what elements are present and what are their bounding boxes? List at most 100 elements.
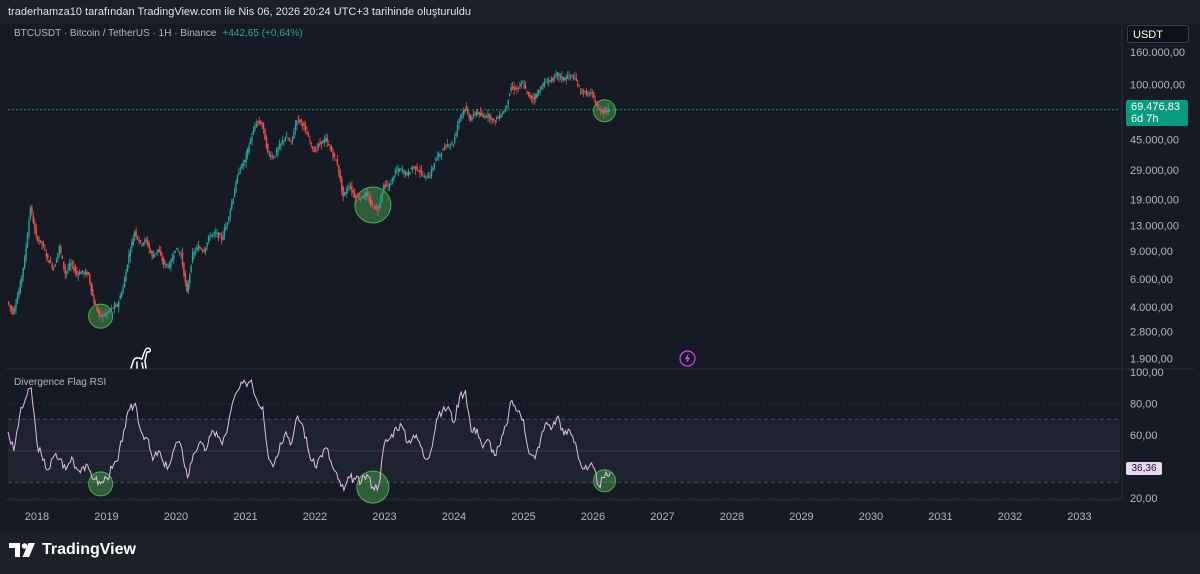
- candle-body: [220, 235, 223, 240]
- lightning-icon[interactable]: [679, 350, 696, 367]
- candle-body: [123, 278, 126, 288]
- candle-body: [68, 264, 71, 269]
- candle-body: [217, 232, 220, 238]
- symbol-title[interactable]: BTCUSDT · Bitcoin / TetherUS · 1H · Bina…: [14, 28, 303, 39]
- candle-body: [122, 287, 124, 293]
- price-tick-label: 1.900,00: [1130, 353, 1173, 365]
- candle-body: [275, 149, 278, 156]
- candle-body: [390, 183, 392, 185]
- candle-body: [115, 304, 117, 308]
- candle-body: [254, 126, 256, 130]
- candle-body: [387, 185, 389, 187]
- candle-body: [251, 136, 253, 142]
- candle-body: [433, 163, 436, 167]
- candle-body: [284, 137, 286, 141]
- candle-body: [497, 117, 499, 119]
- candle-body: [568, 74, 570, 76]
- candle-body: [398, 169, 401, 172]
- candle-body: [468, 113, 470, 118]
- candle-body: [592, 92, 595, 98]
- candle-body: [8, 301, 10, 305]
- rsi-tick-label: 80,00: [1130, 399, 1158, 411]
- candle-body: [442, 148, 444, 151]
- candle-body: [28, 220, 30, 235]
- candle-body: [287, 138, 289, 140]
- tradingview-logo[interactable]: TradingView: [9, 541, 136, 559]
- candle-body: [291, 136, 294, 142]
- candle-body: [118, 301, 120, 308]
- candle-body: [96, 306, 98, 311]
- time-tick-label: 2026: [581, 511, 605, 523]
- candle-body: [236, 175, 239, 183]
- candle-body: [278, 144, 281, 149]
- candle-body: [438, 153, 440, 158]
- candle-body: [149, 250, 152, 253]
- candle-body: [606, 111, 608, 113]
- candle-body: [458, 119, 460, 124]
- time-tick-label: 2019: [94, 511, 118, 523]
- candle-body: [594, 99, 596, 104]
- candle-body: [259, 122, 262, 125]
- dino-icon[interactable]: [128, 346, 154, 370]
- rsi-tick-label: 100,00: [1130, 367, 1164, 379]
- candle-body: [133, 231, 136, 237]
- candle-body: [328, 144, 330, 146]
- candle-body: [546, 82, 549, 84]
- candle-body: [229, 209, 231, 217]
- candle-body: [549, 79, 551, 81]
- currency-button[interactable]: USDT: [1127, 25, 1189, 43]
- candle-body: [93, 296, 95, 305]
- candle-body: [519, 84, 521, 87]
- candle-body: [191, 252, 194, 263]
- candle-body: [323, 139, 326, 143]
- candle-body: [501, 113, 504, 115]
- candle-body: [54, 264, 56, 268]
- candle-body: [587, 92, 589, 94]
- bottom-zone-2018: [88, 303, 114, 329]
- candle-body: [582, 93, 585, 94]
- candle-body: [132, 237, 134, 245]
- candle-body: [416, 166, 418, 171]
- candle-body: [300, 119, 302, 122]
- candle-body: [467, 108, 469, 113]
- candle-body: [495, 118, 498, 120]
- candle-body: [212, 233, 214, 235]
- candle-body: [78, 272, 81, 275]
- candle-body: [310, 142, 313, 144]
- candle-body: [493, 119, 495, 120]
- candle-body: [469, 116, 472, 121]
- candle-body: [268, 153, 271, 155]
- candle-body: [36, 236, 39, 241]
- candle-body: [301, 122, 304, 126]
- candle-body: [235, 181, 237, 192]
- candle-body: [102, 314, 104, 318]
- candle-body: [429, 175, 431, 177]
- candle-body: [371, 202, 373, 206]
- candle-body: [533, 97, 536, 100]
- candle-body: [559, 75, 562, 77]
- candle-body: [248, 145, 250, 153]
- candle-body: [45, 253, 48, 257]
- candle-body: [569, 75, 572, 76]
- candle-body: [48, 260, 50, 264]
- rsi-title[interactable]: Divergence Flag RSI: [14, 377, 107, 388]
- candle-body: [419, 170, 421, 173]
- candle-body: [456, 125, 459, 132]
- time-tick-label: 2032: [998, 511, 1022, 523]
- candle-body: [377, 209, 379, 211]
- candle-body: [488, 114, 491, 119]
- price-tick-label: 6.000,00: [1130, 274, 1173, 286]
- candle-body: [603, 110, 605, 114]
- candle-body: [400, 168, 402, 170]
- candle-body: [401, 170, 404, 172]
- candle-body: [403, 170, 405, 173]
- candle-body: [588, 93, 591, 95]
- candle-body: [565, 76, 567, 80]
- candle-body: [193, 251, 195, 255]
- candle-body: [288, 139, 291, 141]
- time-tick-label: 2028: [720, 511, 744, 523]
- candle-body: [23, 257, 26, 269]
- candle-body: [120, 293, 123, 297]
- candle-body: [378, 205, 381, 209]
